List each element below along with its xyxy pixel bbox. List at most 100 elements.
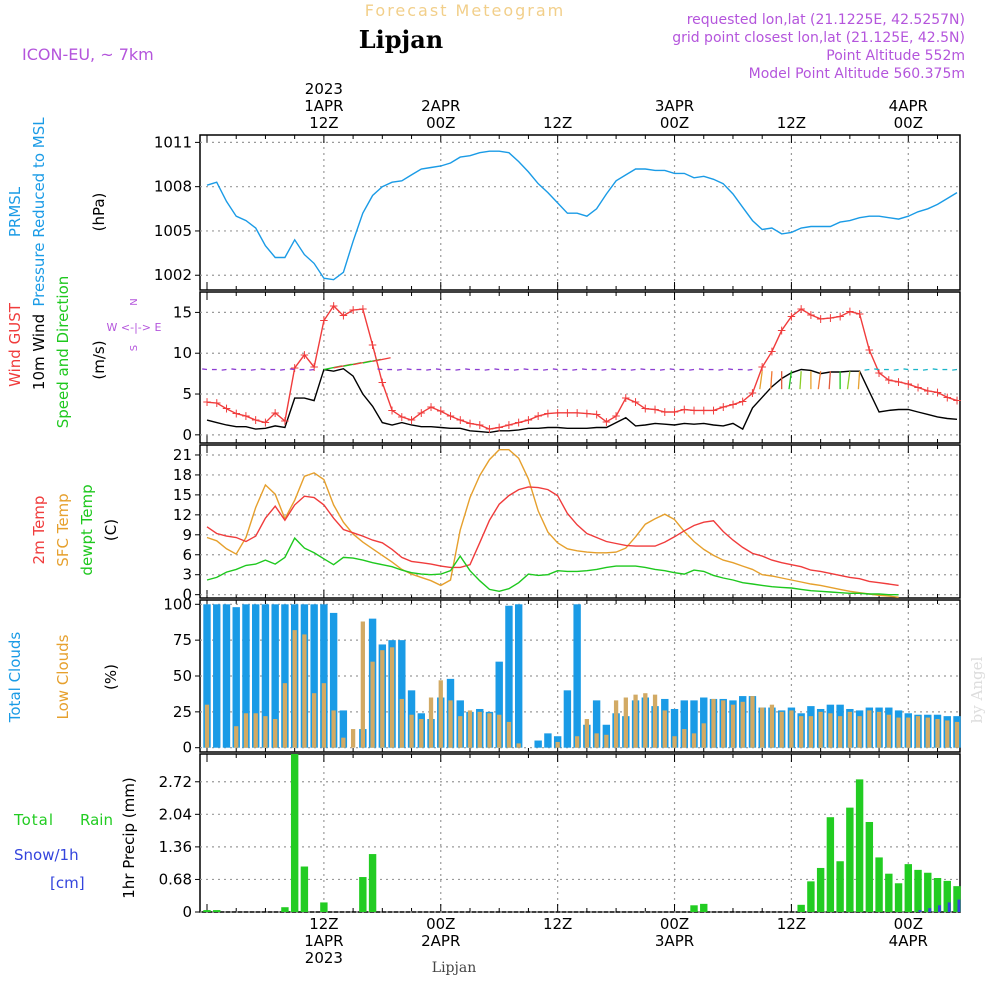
wind-gust-marker: + xyxy=(572,406,582,420)
low-clouds-bar xyxy=(808,716,814,748)
low-clouds-bar xyxy=(331,710,336,748)
low-clouds-bar xyxy=(321,683,327,748)
rain-bar xyxy=(933,878,942,912)
wind-gust-marker: + xyxy=(611,409,621,423)
wind-gust-marker: + xyxy=(670,405,680,419)
bottom-time-label: 1APR xyxy=(304,932,343,950)
top-time-label: 12Z xyxy=(309,114,338,132)
low-clouds-bar xyxy=(867,710,872,748)
wind-gust-marker: + xyxy=(884,373,894,387)
low-clouds-bar xyxy=(750,696,755,748)
low-clouds-bar xyxy=(263,716,268,748)
wind-direction-arrow xyxy=(484,368,490,371)
model-label: ICON-EU, ~ 7km xyxy=(22,45,154,64)
low-clouds-bar xyxy=(701,723,706,748)
low-clouds-bar xyxy=(779,711,784,748)
wind-direction-arrow xyxy=(523,368,529,371)
low-clouds-bar xyxy=(925,717,930,748)
total-clouds-bar xyxy=(310,604,318,748)
wind-direction-arrow xyxy=(770,371,773,390)
wind-gust-marker: + xyxy=(640,402,650,416)
wind-gust-marker: + xyxy=(553,406,563,420)
chart-title: Forecast Meteogram xyxy=(365,1,565,20)
low-clouds-bar xyxy=(740,701,745,748)
temperature-y-tick-label: 0 xyxy=(182,586,192,604)
temperature-y-tick-label: 21 xyxy=(173,446,192,464)
low-clouds-bar xyxy=(682,729,687,748)
wind-gust-marker: + xyxy=(465,416,475,430)
wind-gust-marker: + xyxy=(290,361,300,375)
total-clouds-bar xyxy=(339,710,348,748)
wind-y-tick-label: 10 xyxy=(173,344,192,362)
low-clouds-bar xyxy=(760,707,765,748)
bottom-time-label: 12Z xyxy=(777,915,806,933)
wind-gust-marker: + xyxy=(202,395,212,409)
wind-direction-arrow xyxy=(231,368,237,371)
wind-gust-marker: + xyxy=(358,302,368,316)
wind-unit: (m/s) xyxy=(90,340,108,379)
compass-west-east: W <-|-> E xyxy=(107,321,162,334)
wind-gust-marker: + xyxy=(494,420,504,434)
snow-bar xyxy=(928,908,932,912)
wind-direction-arrow xyxy=(903,368,909,371)
rain-bar xyxy=(807,881,815,912)
wind-gust-marker: + xyxy=(231,407,241,421)
wind-direction-arrow xyxy=(817,371,822,390)
wind-gust-marker: + xyxy=(894,375,904,389)
wind-gust-line xyxy=(206,304,958,430)
wind-direction-arrow xyxy=(250,368,256,371)
wind-direction-arrow xyxy=(552,368,558,371)
low-clouds-bar xyxy=(857,716,862,748)
wind-gust-marker: + xyxy=(221,402,231,416)
wind-direction-arrow xyxy=(426,368,432,371)
wind-gust-marker: + xyxy=(270,406,280,420)
requested-coords: requested lon,lat (21.1225E, 42.5257N) xyxy=(687,12,965,28)
wind-direction-arrow xyxy=(396,368,402,371)
footer-location: Lipjan xyxy=(432,960,476,976)
low-clouds-bar xyxy=(497,714,502,748)
low-clouds-bar xyxy=(350,729,356,748)
wind-gust-marker: + xyxy=(601,415,611,429)
low-clouds-bar xyxy=(876,711,882,748)
wind-gust-marker: + xyxy=(660,405,670,419)
low-clouds-bar xyxy=(652,694,658,748)
wind-gust-marker: + xyxy=(533,409,543,423)
low-clouds-bar xyxy=(380,650,385,748)
low-clouds-bar xyxy=(837,716,843,748)
low-clouds-bar xyxy=(428,697,434,748)
precip-panel-frame xyxy=(199,753,961,913)
wind-direction-arrow xyxy=(309,368,315,371)
compass-south: S xyxy=(129,345,140,351)
low-clouds-bar xyxy=(818,711,823,748)
wind-direction-arrow xyxy=(640,368,646,371)
low-clouds-bar xyxy=(448,700,453,748)
wind-gust-marker: + xyxy=(825,311,835,325)
total-clouds-bar xyxy=(700,697,708,748)
temperature-y-tick-label: 9 xyxy=(182,526,192,544)
low-clouds-bar xyxy=(438,680,443,748)
total-clouds-bar xyxy=(281,604,289,748)
total-clouds-bar xyxy=(261,604,270,748)
low-clouds-bar xyxy=(360,621,365,748)
top-time-label: 2023 xyxy=(305,80,343,98)
precip-label-total: Total xyxy=(13,811,54,829)
rain-bar xyxy=(700,903,708,912)
total-clouds-bar xyxy=(544,733,552,748)
wind-direction-arrow xyxy=(221,368,227,371)
low-clouds-bar xyxy=(945,720,950,748)
top-time-label: 1APR xyxy=(304,97,343,115)
top-time-label: 00Z xyxy=(894,114,923,132)
rain-bar xyxy=(914,869,922,912)
temperature-y-tick-label: 15 xyxy=(173,486,192,504)
top-time-label: 3APR xyxy=(655,97,694,115)
wind-gust-marker: + xyxy=(913,380,923,394)
wind-gust-marker: + xyxy=(796,302,806,316)
low-clouds-bar xyxy=(458,716,463,748)
low-clouds-bar xyxy=(896,717,901,748)
wind-gust-marker: + xyxy=(679,403,689,417)
wind-direction-arrow xyxy=(513,368,519,371)
wind-gust-marker: + xyxy=(699,403,709,417)
wind-gust-marker: + xyxy=(708,403,718,417)
wind-direction-arrow xyxy=(572,368,578,371)
